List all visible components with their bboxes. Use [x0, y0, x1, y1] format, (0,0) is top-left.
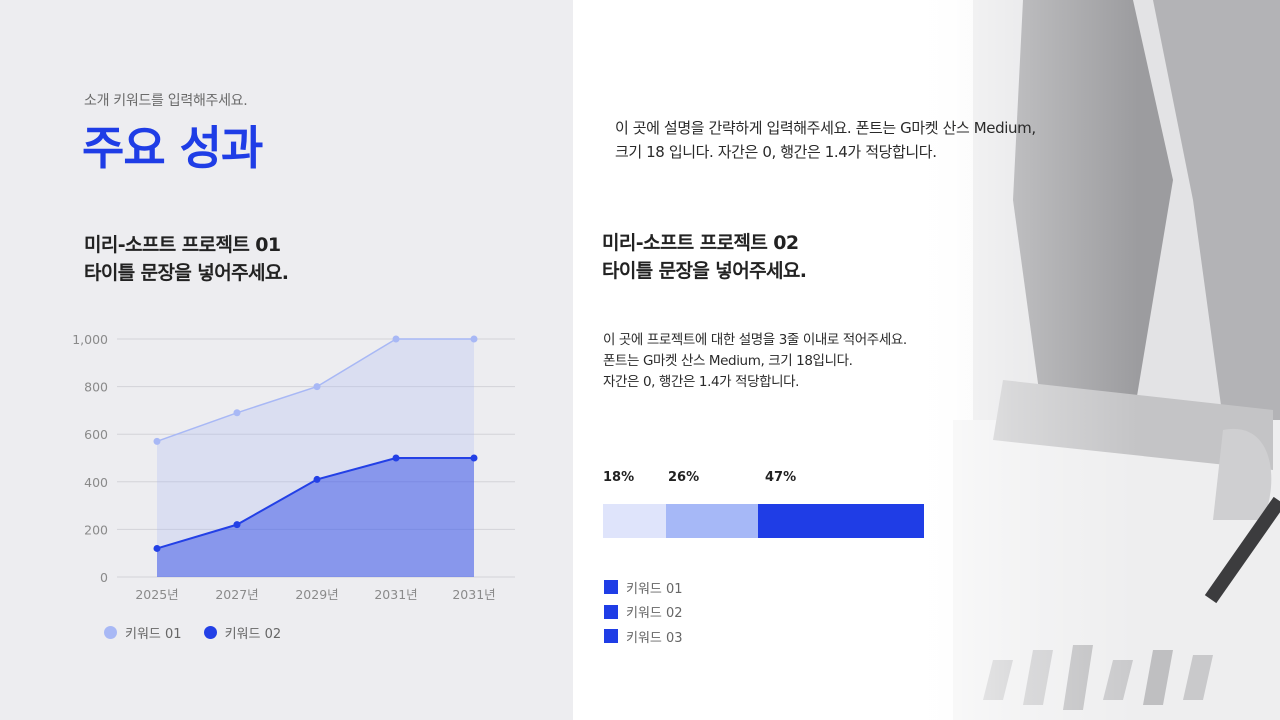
- y-tick-label: 800: [84, 380, 108, 395]
- legend-dot-icon: [203, 626, 217, 639]
- data-point: [233, 409, 241, 417]
- project2-desc-line: 폰트는 G마켓 산스 Medium, 크기 18입니다.: [603, 352, 853, 369]
- stacked-bar-segment-3: [758, 504, 924, 538]
- left-panel: [0, 0, 573, 720]
- project1-title-line: 타이틀 문장을 넣어주세요.: [84, 261, 289, 284]
- y-tick-label: 600: [84, 427, 108, 442]
- x-tick-label: 2027년: [215, 587, 258, 602]
- legend-item-keyword-02: 키워드 02: [604, 600, 683, 625]
- project1-title: 미리-소프트 프로젝트 01 타이틀 문장을 넣어주세요.: [84, 232, 289, 287]
- legend-item-keyword-01: 키워드 01: [604, 575, 683, 600]
- legend-item-keyword-02: 키워드 02: [203, 623, 282, 642]
- x-tick-label: 2025년: [135, 587, 178, 602]
- y-tick-label: 400: [84, 475, 108, 490]
- intro-description: 이 곳에 설명을 간략하게 입력해주세요. 폰트는 G마켓 산스 Medium,…: [615, 116, 1036, 164]
- x-tick-label: 2031년: [452, 587, 495, 602]
- project2-title: 미리-소프트 프로젝트 02 타이틀 문장을 넣어주세요.: [602, 230, 807, 285]
- data-point: [392, 335, 400, 343]
- project1-title-line: 미리-소프트 프로젝트 01: [84, 234, 281, 256]
- legend-label: 키워드 02: [626, 606, 683, 622]
- y-tick-label: 200: [84, 522, 108, 537]
- project2-desc-line: 자간은 0, 행간은 1.4가 적당합니다.: [603, 373, 800, 390]
- data-point: [233, 521, 241, 529]
- y-tick-label: 0: [100, 570, 108, 585]
- data-point: [392, 454, 400, 462]
- project2-title-line: 미리-소프트 프로젝트 02: [602, 232, 799, 254]
- legend-square-icon: [604, 580, 618, 595]
- intro-line: 이 곳에 설명을 간략하게 입력해주세요. 폰트는 G마켓 산스 Medium,: [615, 119, 1036, 137]
- legend-square-icon: [604, 629, 618, 644]
- intro-line: 크기 18 입니다. 자간은 0, 행간은 1.4가 적당합니다.: [615, 143, 937, 161]
- legend-label: 키워드 03: [626, 630, 683, 646]
- stacked-bar-segment-1: [603, 504, 667, 538]
- stacked-bar: [603, 504, 924, 538]
- background-photo: [573, 0, 1280, 720]
- data-point: [313, 475, 321, 483]
- series-area-2: [157, 458, 474, 577]
- area-chart-legend: 키워드 01 키워드 02: [104, 623, 281, 642]
- legend-square-icon: [604, 604, 618, 619]
- y-tick-label: 1,000: [72, 332, 108, 347]
- legend-label: 키워드 01: [125, 627, 182, 642]
- stacked-bar-legend: 키워드 01 키워드 02 키워드 03: [604, 575, 683, 649]
- photo-fade-overlay: [573, 0, 1280, 720]
- area-chart: 0 200 400 600 800 1,000 2025년 2027년 2029년 2031년 20…: [72, 332, 515, 602]
- legend-label: 키워드 02: [224, 627, 282, 642]
- stacked-bar-segment-2: [666, 504, 759, 538]
- x-tick-label: 2031년: [374, 587, 417, 602]
- data-point: [313, 383, 321, 391]
- legend-dot-icon: [104, 626, 117, 639]
- x-tick-label: 2029년: [295, 587, 338, 602]
- legend-label: 키워드 01: [626, 581, 683, 597]
- page-subtitle: 소개 키워드를 입력해주세요.: [84, 93, 248, 109]
- page-title: 주요 성과: [82, 121, 263, 175]
- data-point: [470, 335, 478, 343]
- legend-item-keyword-03: 키워드 03: [604, 624, 683, 649]
- stack-label-1: 18%: [603, 470, 635, 485]
- data-point: [470, 454, 478, 462]
- stack-label-3: 47%: [765, 470, 797, 485]
- project2-desc-line: 이 곳에 프로젝트에 대한 설명을 3줄 이내로 적어주세요.: [603, 332, 907, 348]
- project2-description: 이 곳에 프로젝트에 대한 설명을 3줄 이내로 적어주세요. 폰트는 G마켓 …: [603, 330, 907, 393]
- legend-item-keyword-01: 키워드 01: [104, 623, 182, 642]
- project2-title-line: 타이틀 문장을 넣어주세요.: [602, 259, 807, 282]
- data-point: [153, 437, 161, 445]
- data-point: [153, 544, 161, 552]
- series-area-1: [157, 339, 474, 577]
- stack-label-2: 26%: [668, 470, 700, 485]
